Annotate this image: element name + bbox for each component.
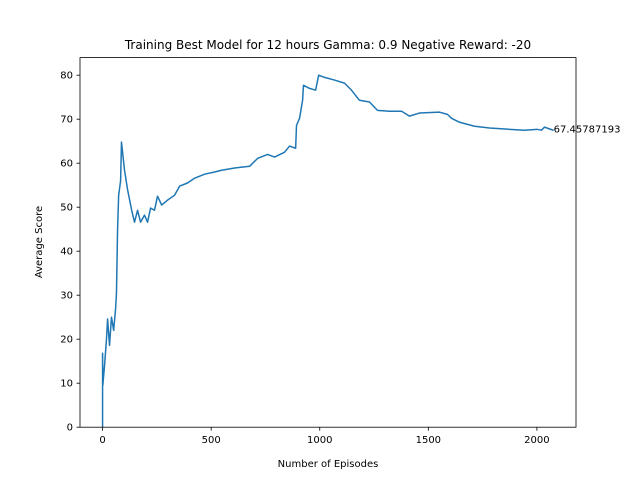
- annotation: 67.45787193: [554, 124, 621, 135]
- y-tick-label: 70: [60, 115, 73, 126]
- x-tick-label: 1500: [416, 435, 441, 446]
- y-tick-label: 50: [60, 203, 73, 214]
- y-tick-label: 60: [60, 159, 73, 170]
- x-tick-label: 0: [99, 435, 105, 446]
- y-tick-label: 40: [60, 247, 73, 258]
- y-tick-label: 80: [60, 71, 73, 82]
- y-axis-label: Average Score: [34, 206, 45, 278]
- plot-frame: [79, 57, 577, 428]
- line: [101, 74, 554, 428]
- x-tick-label: 2000: [524, 435, 549, 446]
- y-tick-label: 10: [60, 379, 73, 390]
- y-tick-label: 30: [60, 291, 73, 302]
- x-axis-label: Number of Episodes: [278, 459, 379, 470]
- x-tick-label: 500: [202, 435, 221, 446]
- chart-title: Training Best Model for 12 hours Gamma: …: [124, 38, 531, 52]
- y-tick-label: 20: [60, 335, 73, 346]
- y-tick-label: 0: [67, 423, 73, 434]
- x-tick-label: 1000: [307, 435, 332, 446]
